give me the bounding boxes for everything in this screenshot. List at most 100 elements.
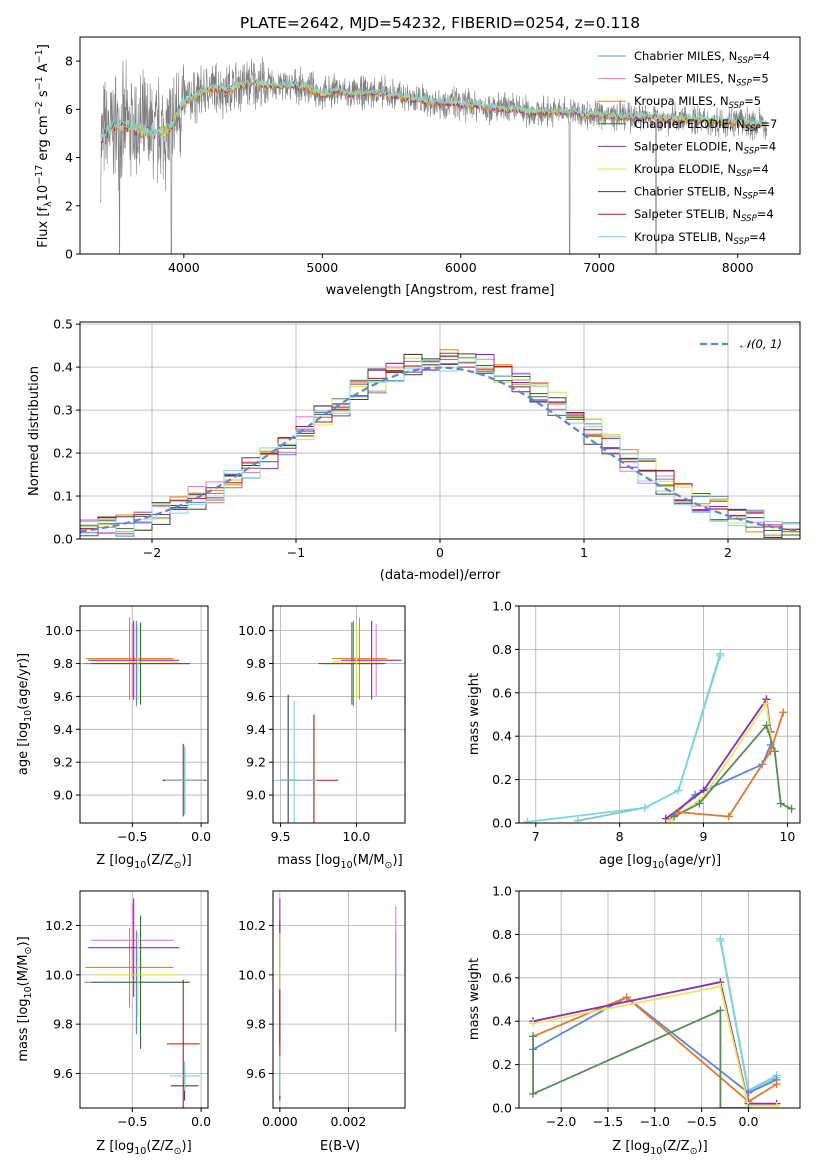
label-part: (Z/Z [146,1139,173,1154]
y-tick-label: 0.0 [53,532,73,547]
weight-marker [665,816,674,823]
label-part: λ [43,201,54,207]
weight-line [532,1009,749,1108]
label-part: (age/yr)] [16,653,31,710]
x-tick-label: −1 [287,545,305,560]
label-part: )] [698,1139,708,1154]
legend-entry: Kroupa ELODIE, NSSP=4 [634,162,769,179]
label-part: mass [log [277,853,340,868]
y-tick-label: 0.4 [492,729,512,744]
legend-sub: SSP [736,169,752,179]
weight-line [669,701,772,822]
label-subscript: 10 [341,860,353,871]
age-vs-Z-x-label: Z [log10(Z/Z⊙)] [96,853,191,871]
label-subscript: ⊙ [23,947,34,955]
label-part: Z [log [96,853,134,868]
x-tick-label: −2 [143,545,161,560]
x-tick-label: 10.0 [343,829,371,844]
label-part: (Z/Z [146,853,173,868]
axes-frame [518,605,801,824]
y-tick-label: 10.0 [238,623,266,638]
weight-marker [529,1032,538,1041]
legend-entry: Chabrier STELIB, NSSP=4 [634,185,775,202]
label-subscript: 10 [23,710,34,722]
residual-axes: −2 −1 0 1 2 0.0 0.1 0.2 0.3 0.4 0.5 (data-model)/er… [27,317,801,583]
legend-name: Chabrier STELIB, N [634,185,742,199]
legend-name: Salpeter STELIB, N [634,207,741,221]
y-tick-label: 1.0 [492,884,512,899]
label-subscript: 10 [23,986,34,998]
legend-entry: Salpeter MILES, NSSP=5 [634,72,769,89]
weight-marker [772,1080,781,1089]
label-part: )] [182,853,192,868]
normal-legend-label: 𝒩(0, 1) [740,337,782,351]
weight-age-y-label: mass weight [467,673,482,755]
weight-marker [724,812,733,821]
weight-marker [776,799,785,808]
y-tick-label: 8 [65,54,73,69]
x-tick-label: −1.0 [640,1114,670,1129]
label-subscript: ⊙ [690,1146,698,1157]
x-tick-label: −2.0 [546,1114,576,1129]
y-tick-label: 10.0 [45,967,73,982]
legend-count: =4 [753,49,770,63]
weight-line [532,996,778,1103]
x-tick-label: 2 [724,545,732,560]
label-part: mass [log [16,998,31,1061]
residual-x-label: (data-model)/error [380,568,501,583]
legend-sub: SSP [734,237,750,247]
legend-count: =4 [758,185,775,199]
label-part: )] [182,1139,192,1154]
weight-line [665,696,772,820]
legend-entry: Kroupa STELIB, NSSP=4 [634,230,766,247]
legend-count: =4 [749,230,766,244]
label-part: (M/M [353,853,385,868]
weight-marker [716,651,725,660]
x-tick-label: 0.000 [262,1114,298,1129]
label-subscript: 10 [650,1146,662,1157]
legend-count: =7 [760,117,777,131]
y-tick-label: 6 [65,102,73,117]
x-tick-label: 7 [532,829,540,844]
y-tick-label: 9.8 [246,656,266,671]
y-tick-label: 0.0 [492,1101,512,1116]
normal-curve [80,366,800,533]
x-tick-label: 4000 [168,260,200,275]
y-tick-label: 10.2 [238,918,266,933]
weight-marker [716,1104,725,1108]
x-tick-label: 8 [616,829,624,844]
model-fit-line [100,78,767,142]
y-tick-label: 9.8 [53,1017,73,1032]
x-tick-label: 1 [580,545,588,560]
weight-age-x-label: age [log10(age/yr)] [599,853,721,871]
label-part: −1 [34,49,45,63]
x-tick-label: −0.5 [686,1114,716,1129]
legend-name: Chabrier ELODIE, N [634,117,745,131]
weight-line [678,712,785,818]
y-tick-label: 9.2 [246,755,266,770]
weight-marker [779,708,788,717]
figure-title: PLATE=2642, MJD=54232, FIBERID=0254, z=0… [240,14,640,32]
weight-marker [529,1089,538,1098]
label-subscript: 10 [134,860,146,871]
y-tick-label: 0.4 [53,360,73,375]
weight-marker [772,1101,781,1108]
plot-area [523,649,796,823]
label-part: (Z/Z [662,1139,689,1154]
spectrum-x-label: wavelength [Angstrom, rest frame] [326,283,555,298]
legend-count: =4 [757,207,774,221]
legend-name: Salpeter MILES, N [634,72,736,86]
y-tick-label: 0.3 [53,403,73,418]
weight-marker [744,1104,753,1108]
label-part: age [log [599,853,652,868]
x-tick-label: 0 [436,545,444,560]
mass-vs-Z-axes: −0.5 0.09.69.810.010.2Z [log10(Z/Z⊙)]mass… [16,890,211,1157]
legend-sub: SSP [744,146,760,156]
label-part: s [36,90,51,101]
x-tick-label: 7000 [583,260,615,275]
weight-marker [766,747,775,756]
y-tick-label: 9.0 [53,788,73,803]
